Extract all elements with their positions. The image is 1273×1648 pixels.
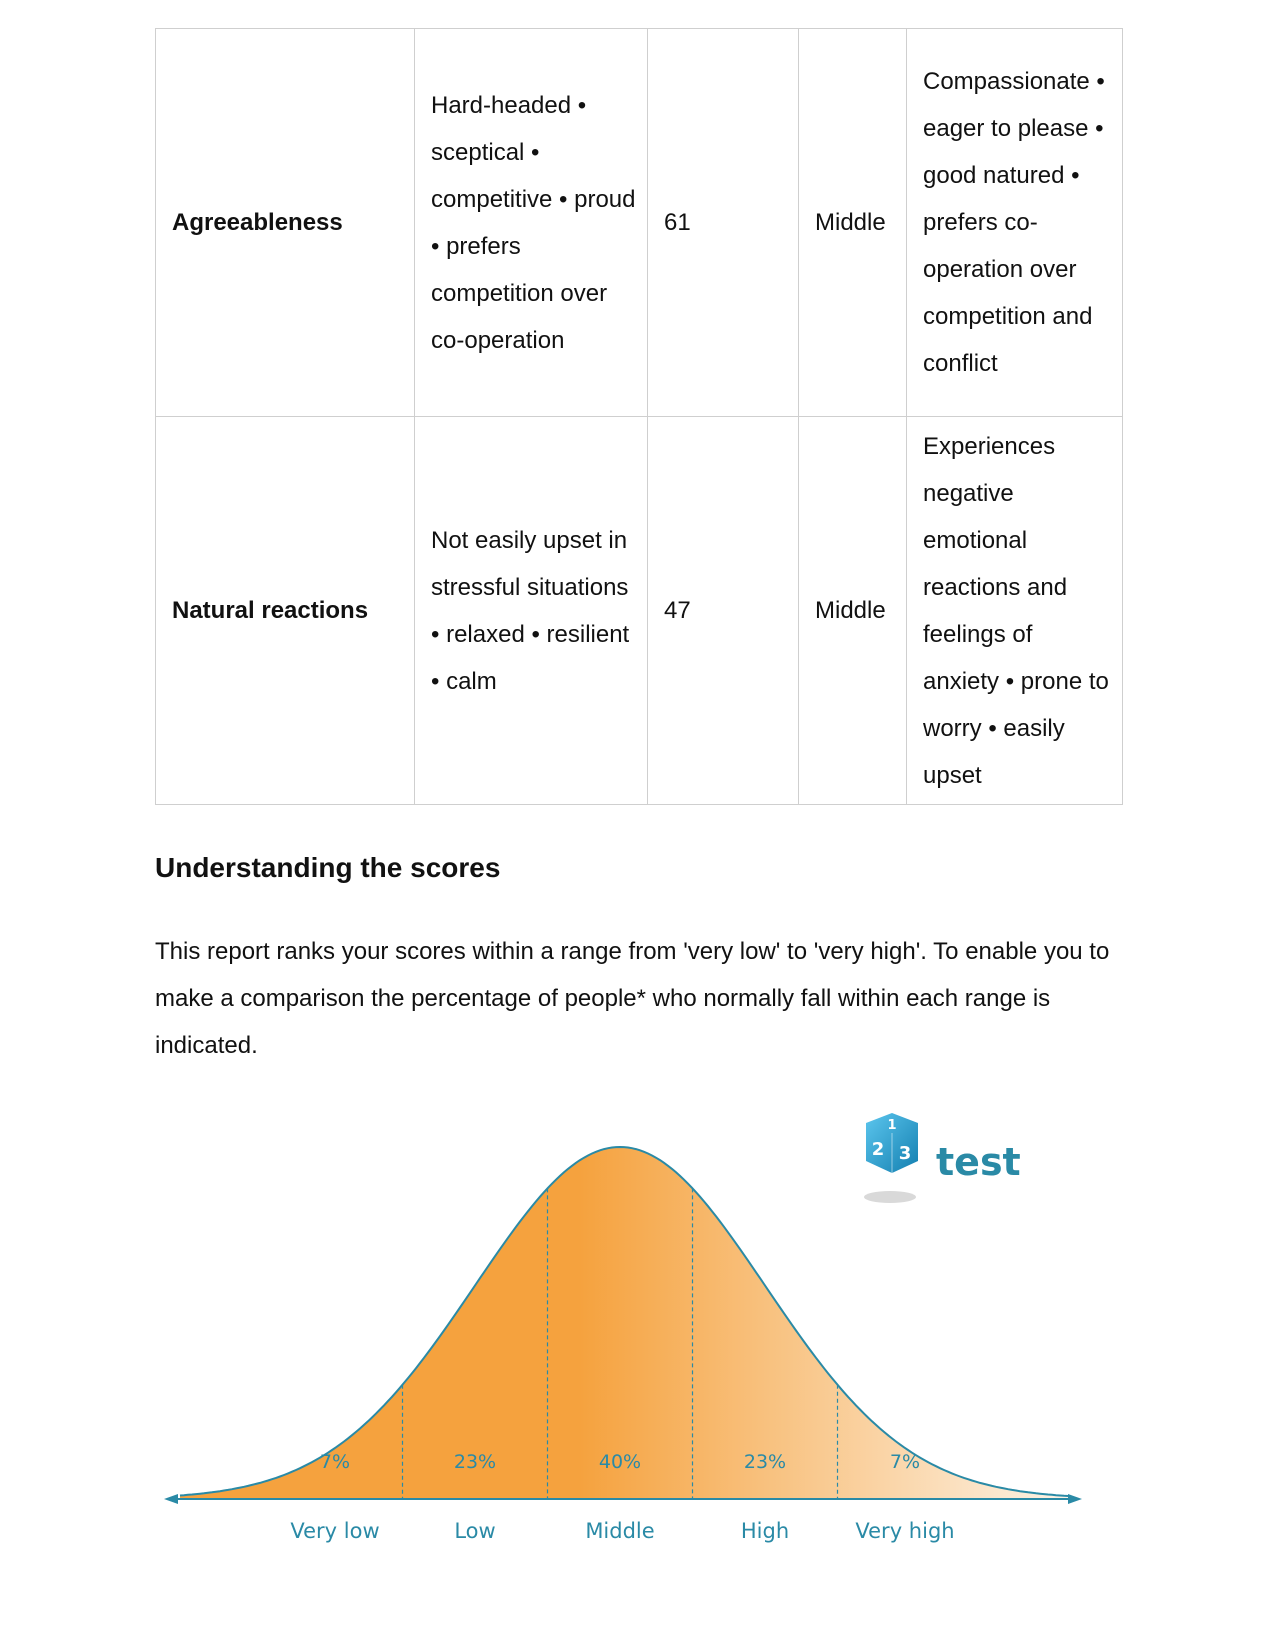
- dice-number-2: 2: [872, 1139, 885, 1160]
- band-dividers: [401, 1188, 839, 1499]
- dice-icon: 1 2 3: [864, 1113, 918, 1203]
- band-percent-label: 23%: [744, 1451, 786, 1473]
- band-name-label: Very high: [855, 1519, 954, 1543]
- axis-left-arrow: [164, 1494, 178, 1504]
- section-heading: Understanding the scores: [155, 852, 501, 883]
- logo: 1 2 3 test: [864, 1113, 1021, 1203]
- score-value: 47: [647, 416, 799, 805]
- band-name-label: Low: [454, 1519, 495, 1543]
- table-row: Natural reactions Not easily upset in st…: [155, 416, 1123, 805]
- score-band: Middle: [798, 416, 907, 805]
- dice-number-1: 1: [887, 1118, 896, 1133]
- bell-curve-area: [180, 1147, 1068, 1499]
- low-description: Hard-headed • sceptical • competitive • …: [414, 28, 648, 417]
- band-percent-label: 7%: [890, 1451, 920, 1473]
- band-name-label: Very low: [290, 1519, 379, 1543]
- distribution-figure: 7% 23% 40% 23% 7% Very low Low Middle High Very …: [164, 1113, 1082, 1543]
- trait-name: Natural reactions: [155, 416, 415, 805]
- score-value: 61: [647, 28, 799, 417]
- dice-number-3: 3: [899, 1143, 912, 1164]
- trait-name: Agreeableness: [155, 28, 415, 417]
- high-description: Experiences negative emotional reactions…: [906, 416, 1123, 805]
- intro-paragraph: This report ranks your scores within a r…: [155, 938, 1110, 1059]
- band-name-label: Middle: [585, 1519, 654, 1543]
- table-row: Agreeableness Hard-headed • sceptical • …: [155, 28, 1123, 417]
- logo-text: test: [936, 1140, 1021, 1184]
- score-band: Middle: [798, 28, 907, 417]
- band-percent-label: 7%: [320, 1451, 350, 1473]
- band-percent-label: 40%: [599, 1451, 641, 1473]
- band-name-label: High: [741, 1519, 789, 1543]
- band-percent-label: 23%: [454, 1451, 496, 1473]
- high-description: Compassionate • eager to please • good n…: [906, 28, 1123, 417]
- low-description: Not easily upset in stressful situations…: [414, 416, 648, 805]
- axis-right-arrow: [1068, 1494, 1082, 1504]
- bell-curve-line: [179, 1145, 1069, 1497]
- trait-table: Agreeableness Hard-headed • sceptical • …: [155, 28, 1123, 805]
